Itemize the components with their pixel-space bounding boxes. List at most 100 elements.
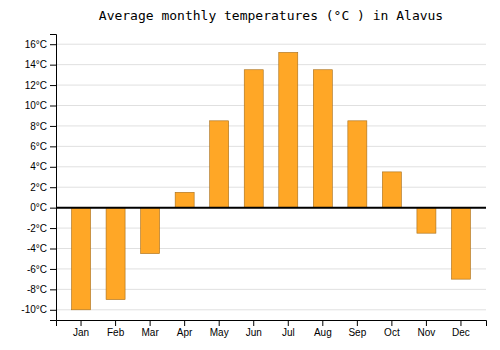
y-tick: -8°C	[27, 284, 56, 295]
x-tick-mark	[81, 320, 82, 326]
y-tick-label: -2°C	[27, 223, 47, 234]
x-tick: Sep	[348, 320, 366, 338]
x-axis: Jan Feb Mar Apr May Jun Jul Aug Sep Oct Nov Dec	[57, 320, 487, 338]
title: Average monthly temperatures (°C ) in Al…	[99, 8, 443, 23]
grid-line	[56, 146, 486, 147]
grid-line	[56, 64, 486, 65]
grid-line	[56, 207, 486, 208]
x-tick: Aug	[314, 320, 332, 338]
y-tick: 8°C	[30, 121, 56, 132]
y-tick-mark	[50, 85, 56, 86]
grid-line	[56, 85, 486, 86]
x-tick-label: Mar	[141, 327, 159, 338]
y-tick-label: -4°C	[27, 243, 47, 254]
x-tick-label: Feb	[107, 327, 125, 338]
bar	[417, 208, 436, 234]
y-tick-mark	[50, 310, 56, 311]
x-tick: Jan	[73, 320, 89, 338]
bars	[56, 52, 486, 309]
y-tick-mark	[50, 228, 56, 229]
x-tick-mark	[150, 320, 151, 326]
grid	[56, 44, 486, 310]
x-tick-mark	[322, 320, 323, 326]
bar	[279, 52, 298, 207]
y-tick-label: 6°C	[30, 141, 47, 152]
y-axis: -10°C-8°C-6°C-4°C-2°C0°C2°C4°C6°C8°C10°C…	[21, 35, 56, 321]
x-tick: May	[210, 320, 229, 338]
x-tick-mark	[426, 320, 427, 326]
y-tick-mark	[50, 167, 56, 168]
x-tick-label: Dec	[452, 327, 470, 338]
plot: -10°C-8°C-6°C-4°C-2°C0°C2°C4°C6°C8°C10°C…	[21, 35, 486, 339]
y-tick-mark	[50, 65, 56, 66]
y-tick-mark	[50, 106, 56, 107]
grid-line	[56, 309, 486, 310]
y-tick-mark	[50, 249, 56, 250]
x-tick-mark	[184, 320, 185, 326]
x-tick: Dec	[452, 320, 470, 338]
y-tick-mark	[50, 126, 56, 127]
x-tick: Mar	[141, 320, 159, 338]
y-tick: -2°C	[27, 223, 56, 234]
y-tick: 0°C	[30, 202, 56, 213]
x-tick: Jul	[282, 320, 295, 338]
x-tick-mark	[288, 320, 289, 326]
x-tick: Nov	[418, 320, 436, 338]
y-tick-label: -6°C	[27, 264, 47, 275]
y-tick-label: -10°C	[21, 304, 47, 315]
y-tick: -4°C	[27, 243, 56, 254]
x-tick-mark	[219, 320, 220, 326]
x-tick-mark	[460, 320, 461, 326]
grid-line	[56, 125, 486, 126]
y-tick-mark	[50, 289, 56, 290]
x-tick: Oct	[384, 320, 400, 338]
y-tick-label: -8°C	[27, 284, 47, 295]
y-tick: 6°C	[30, 141, 56, 152]
x-tick-label: May	[210, 327, 229, 338]
y-tick: -6°C	[27, 264, 56, 275]
bar	[451, 208, 470, 280]
x-tick-mark	[115, 320, 116, 326]
x-tick: Apr	[177, 320, 193, 338]
bar	[72, 208, 91, 310]
y-tick-mark	[50, 208, 56, 209]
x-tick-label: Jan	[73, 327, 89, 338]
y-tick: 14°C	[25, 59, 56, 70]
x-tick: Feb	[107, 320, 125, 338]
x-tick-mark	[253, 320, 254, 326]
bar	[313, 70, 332, 208]
x-tick-label: Jun	[246, 327, 262, 338]
bar	[210, 121, 229, 208]
zero-line	[56, 207, 486, 209]
bar	[106, 208, 125, 300]
y-tick: 12°C	[25, 80, 56, 91]
bar	[382, 172, 401, 208]
x-tick-mark	[391, 320, 392, 326]
y-tick-label: 14°C	[25, 59, 47, 70]
y-tick-label: 0°C	[30, 202, 47, 213]
y-tick-label: 16°C	[25, 39, 47, 50]
bar	[141, 208, 160, 254]
y-tick-label: 12°C	[25, 80, 47, 91]
y-tick: -10°C	[21, 304, 56, 315]
y-tick-mark	[50, 146, 56, 147]
x-tick-mark	[357, 320, 358, 326]
x-tick-label: Apr	[177, 327, 193, 338]
bar	[175, 192, 194, 207]
y-tick-mark	[50, 187, 56, 188]
y-tick: 2°C	[30, 182, 56, 193]
y-tick-mark	[50, 269, 56, 270]
y-tick-mark	[50, 44, 56, 45]
x-axis-line	[57, 321, 487, 327]
grid-line	[56, 166, 486, 167]
y-tick-label: 8°C	[30, 121, 47, 132]
x-tick-label: Aug	[314, 327, 332, 338]
grid-line	[56, 105, 486, 106]
bar	[244, 70, 263, 208]
y-axis-line	[50, 35, 57, 321]
y-tick: 4°C	[30, 161, 56, 172]
bar	[348, 121, 367, 208]
x-tick-label: Jul	[282, 327, 295, 338]
grid-line	[56, 44, 486, 45]
x-tick-label: Sep	[348, 327, 366, 338]
